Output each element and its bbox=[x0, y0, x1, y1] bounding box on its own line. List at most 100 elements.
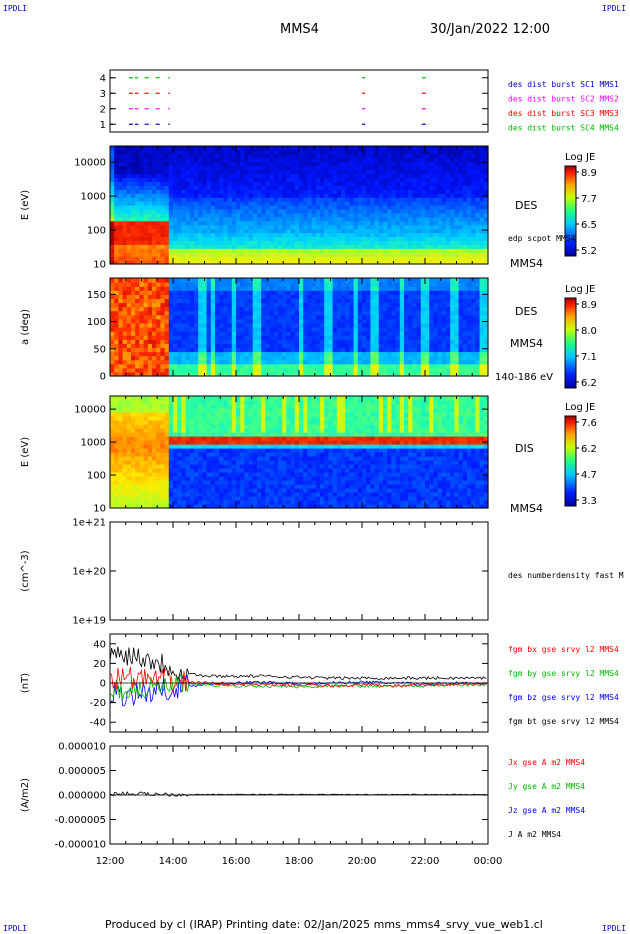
des-energy-pixel bbox=[416, 197, 422, 202]
des-energy-pixel bbox=[156, 232, 161, 238]
des-energy-pixel bbox=[391, 228, 397, 234]
des-energy-pixel bbox=[110, 240, 115, 245]
des-pitch-pixel bbox=[282, 286, 287, 291]
des-energy-pixel bbox=[248, 193, 254, 198]
des-pitch-pixel bbox=[286, 286, 292, 291]
des-energy-pixel bbox=[152, 193, 157, 198]
des-pitch-pixel bbox=[475, 286, 481, 291]
des-energy-pixel bbox=[471, 193, 476, 198]
des-pitch-pixel bbox=[210, 355, 216, 361]
des-energy-pixel bbox=[240, 208, 245, 214]
des-pitch-pixel bbox=[425, 331, 430, 336]
des-energy-pixel bbox=[395, 181, 401, 186]
des-pitch-pixel bbox=[168, 343, 174, 349]
des-pitch-pixel bbox=[467, 322, 472, 328]
des-pitch-pixel bbox=[244, 318, 250, 324]
des-energy-pixel bbox=[370, 157, 376, 163]
des-energy-pixel bbox=[164, 201, 170, 206]
des-pitch-pixel bbox=[366, 351, 371, 357]
des-energy-pixel bbox=[189, 193, 195, 198]
des-pitch-pixel bbox=[349, 318, 355, 324]
dis-energy-pixel bbox=[110, 484, 115, 489]
des-pitch-pixel bbox=[357, 339, 363, 344]
des-pitch-pixel bbox=[458, 371, 464, 377]
des-energy-pixel bbox=[399, 248, 405, 253]
des-pitch-pixel bbox=[110, 371, 115, 377]
des-pitch-pixel bbox=[261, 335, 266, 340]
des-pitch-pixel bbox=[278, 306, 283, 312]
des-energy-pixel bbox=[336, 244, 342, 249]
des-pitch-pixel bbox=[269, 347, 275, 353]
des-energy-pixel bbox=[315, 244, 321, 249]
des-energy-pixel bbox=[143, 256, 149, 261]
des-pitch-pixel bbox=[269, 318, 275, 324]
des-energy-pixel bbox=[265, 173, 271, 179]
des-energy-pixel bbox=[366, 185, 371, 190]
des-energy-pixel bbox=[366, 252, 371, 257]
des-energy-pixel bbox=[341, 189, 346, 194]
des-pitch-pixel bbox=[378, 347, 384, 353]
des-pitch-pixel bbox=[118, 302, 124, 308]
des-energy-pixel bbox=[408, 157, 413, 163]
des-pitch-pixel bbox=[299, 327, 304, 332]
des-pitch-pixel bbox=[168, 359, 174, 365]
des-pitch-pixel bbox=[366, 347, 371, 353]
des-pitch-pixel bbox=[416, 286, 422, 291]
des-pitch-pixel bbox=[118, 363, 124, 369]
des-pitch-pixel bbox=[219, 363, 224, 369]
des-energy-pixel bbox=[168, 252, 174, 257]
des-pitch-pixel bbox=[383, 355, 388, 361]
des-pitch-pixel bbox=[479, 367, 485, 373]
des-pitch-pixel bbox=[177, 367, 182, 373]
des-energy-pixel bbox=[307, 216, 313, 222]
des-pitch-pixel bbox=[366, 339, 371, 344]
des-energy-pixel bbox=[269, 177, 275, 182]
des-energy-pixel bbox=[366, 181, 371, 186]
des-pitch-pixel bbox=[307, 351, 313, 357]
des-pitch-pixel bbox=[164, 282, 170, 287]
des-pitch-pixel bbox=[114, 278, 119, 283]
des-energy-pixel bbox=[437, 260, 443, 265]
des-pitch-pixel bbox=[429, 294, 434, 300]
des-pitch-pixel bbox=[366, 335, 371, 340]
des-energy-pixel bbox=[412, 256, 418, 261]
des-pitch-pixel bbox=[446, 363, 451, 369]
des-energy-pixel bbox=[370, 173, 376, 179]
des-energy-pixel bbox=[135, 153, 140, 159]
des-energy-pixel bbox=[160, 260, 166, 265]
des-energy-pixel bbox=[194, 181, 199, 186]
des-pitch-pixel bbox=[311, 314, 317, 320]
des-energy-pixel bbox=[177, 224, 182, 230]
des-energy-pixel bbox=[202, 244, 208, 249]
des-pitch-pixel bbox=[332, 306, 338, 312]
des-pitch-pixel bbox=[299, 335, 304, 340]
des-pitch-pixel bbox=[286, 363, 292, 369]
des-pitch-pixel bbox=[324, 298, 329, 304]
des-energy-pixel bbox=[164, 173, 170, 179]
des-pitch-pixel bbox=[483, 343, 489, 349]
des-pitch-pixel bbox=[122, 355, 128, 361]
des-energy-pixel bbox=[475, 193, 481, 198]
des-energy-pixel bbox=[278, 189, 283, 194]
des-energy-pixel bbox=[114, 208, 119, 214]
des-energy-pixel bbox=[139, 157, 145, 163]
des-energy-pixel bbox=[387, 260, 392, 265]
des-energy-pixel bbox=[425, 208, 430, 214]
des-energy-pixel bbox=[303, 205, 308, 210]
des-pitch-pixel bbox=[177, 343, 182, 349]
des-pitch-pixel bbox=[223, 282, 229, 287]
des-energy-pixel bbox=[378, 216, 384, 222]
des-pitch-pixel bbox=[215, 306, 220, 312]
des-energy-pixel bbox=[139, 248, 145, 253]
des-pitch-pixel bbox=[177, 363, 182, 369]
des-energy-pixel bbox=[227, 240, 233, 245]
des-energy-pixel bbox=[404, 173, 409, 179]
des-energy-pixel bbox=[370, 181, 376, 186]
dis-energy-pixel bbox=[126, 456, 132, 461]
des-pitch-pixel bbox=[181, 367, 187, 373]
des-pitch-pixel bbox=[236, 339, 241, 344]
des-energy-pixel bbox=[416, 169, 422, 175]
des-pitch-pixel bbox=[248, 306, 254, 312]
des-energy-pixel bbox=[299, 153, 304, 159]
des-energy-pixel bbox=[181, 244, 187, 249]
